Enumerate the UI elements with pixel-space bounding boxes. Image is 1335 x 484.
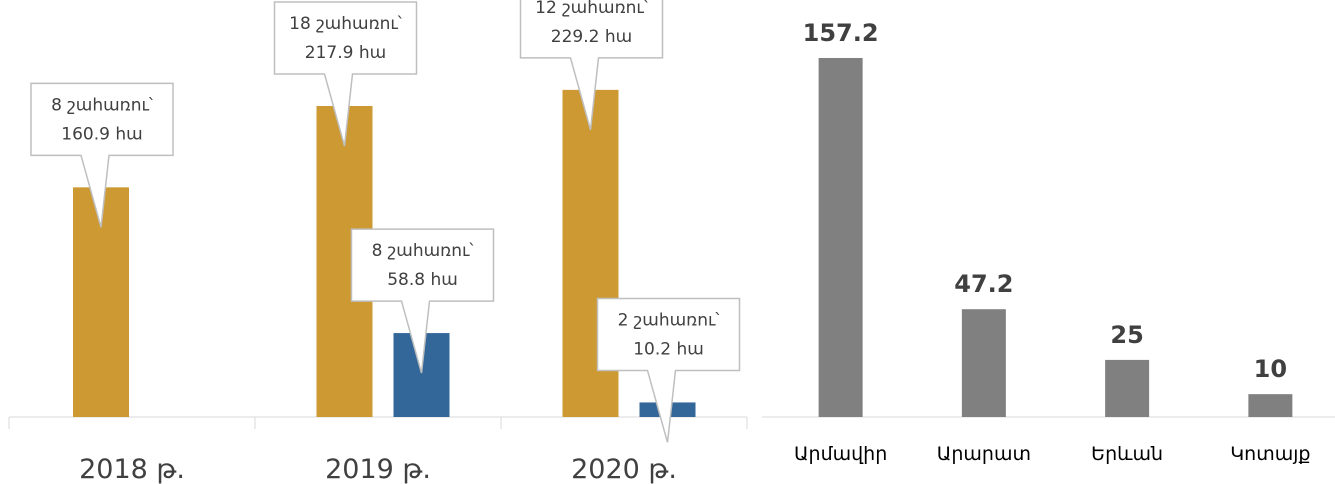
data-label: 229.2 հա bbox=[551, 27, 632, 47]
data-label-callout bbox=[519, 0, 664, 131]
data-label: 10.2 հա bbox=[633, 339, 704, 359]
data-label: 8 շահառու՝ bbox=[372, 241, 474, 261]
data-label: 8 շահառու՝ bbox=[51, 95, 153, 115]
data-label: 18 շահառու՝ bbox=[289, 14, 402, 34]
bar bbox=[961, 309, 1006, 417]
data-label: 157.2 bbox=[803, 19, 879, 47]
data-label: 217.9 հա bbox=[305, 43, 386, 63]
data-label: 58.8 հա bbox=[387, 270, 458, 290]
x-tick-label: Երևան bbox=[1091, 443, 1163, 465]
x-tick-label: Արարատ bbox=[937, 443, 1031, 465]
data-label: 160.9 հա bbox=[61, 124, 142, 144]
x-tick-label: 2020 թ. bbox=[571, 454, 677, 484]
data-label-callout bbox=[350, 228, 495, 374]
x-tick-label: Կոտայք bbox=[1230, 443, 1310, 465]
bar bbox=[1105, 359, 1150, 417]
x-tick-label: 2019 թ. bbox=[325, 454, 431, 484]
data-label-callout bbox=[273, 1, 418, 147]
x-tick-label: Արմավիր bbox=[794, 443, 887, 465]
bar bbox=[818, 58, 863, 417]
bar bbox=[1248, 394, 1293, 417]
data-label-callout bbox=[596, 297, 741, 443]
data-label: 10 bbox=[1254, 355, 1287, 383]
data-label: 2 շահառու՝ bbox=[618, 310, 720, 330]
data-label: 12 շահառու՝ bbox=[535, 0, 648, 18]
data-label: 25 bbox=[1110, 321, 1143, 349]
data-label-callout bbox=[30, 82, 174, 228]
data-label: 47.2 bbox=[954, 270, 1013, 298]
x-tick-label: 2018 թ. bbox=[79, 454, 185, 484]
